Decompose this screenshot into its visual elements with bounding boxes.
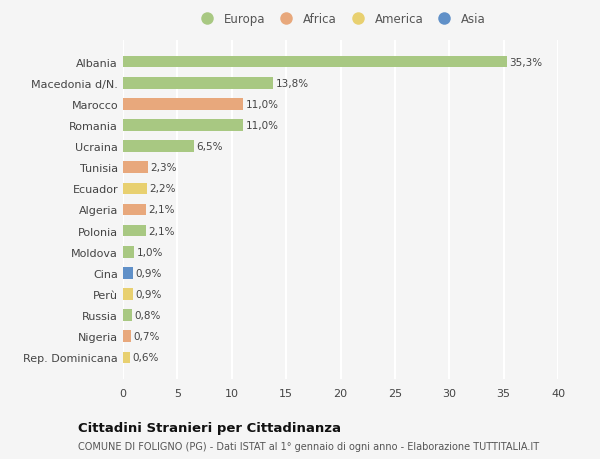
Text: 2,1%: 2,1% <box>149 226 175 236</box>
Text: 11,0%: 11,0% <box>245 100 278 110</box>
Bar <box>123 56 507 68</box>
Text: 2,2%: 2,2% <box>149 184 176 194</box>
Bar <box>123 162 148 174</box>
Text: 2,3%: 2,3% <box>151 163 177 173</box>
Bar <box>123 141 194 152</box>
Text: 35,3%: 35,3% <box>509 57 543 67</box>
Text: 0,7%: 0,7% <box>133 331 160 341</box>
Bar <box>123 309 132 321</box>
Text: 0,8%: 0,8% <box>134 310 161 320</box>
Text: 11,0%: 11,0% <box>245 121 278 131</box>
Text: Cittadini Stranieri per Cittadinanza: Cittadini Stranieri per Cittadinanza <box>78 421 341 434</box>
Text: 13,8%: 13,8% <box>276 78 309 89</box>
Bar <box>123 246 134 258</box>
Bar <box>123 78 273 90</box>
Bar <box>123 352 130 364</box>
Text: 6,5%: 6,5% <box>196 142 223 152</box>
Text: COMUNE DI FOLIGNO (PG) - Dati ISTAT al 1° gennaio di ogni anno - Elaborazione TU: COMUNE DI FOLIGNO (PG) - Dati ISTAT al 1… <box>78 441 539 451</box>
Bar <box>123 183 147 195</box>
Text: 1,0%: 1,0% <box>137 247 163 257</box>
Bar <box>123 99 242 111</box>
Text: 0,6%: 0,6% <box>132 353 158 363</box>
Bar <box>123 204 146 216</box>
Bar <box>123 225 146 237</box>
Bar <box>123 330 131 342</box>
Text: 0,9%: 0,9% <box>136 268 162 278</box>
Bar <box>123 120 242 131</box>
Bar <box>123 268 133 279</box>
Legend: Europa, Africa, America, Asia: Europa, Africa, America, Asia <box>195 13 486 27</box>
Bar <box>123 289 133 300</box>
Text: 0,9%: 0,9% <box>136 289 162 299</box>
Text: 2,1%: 2,1% <box>149 205 175 215</box>
